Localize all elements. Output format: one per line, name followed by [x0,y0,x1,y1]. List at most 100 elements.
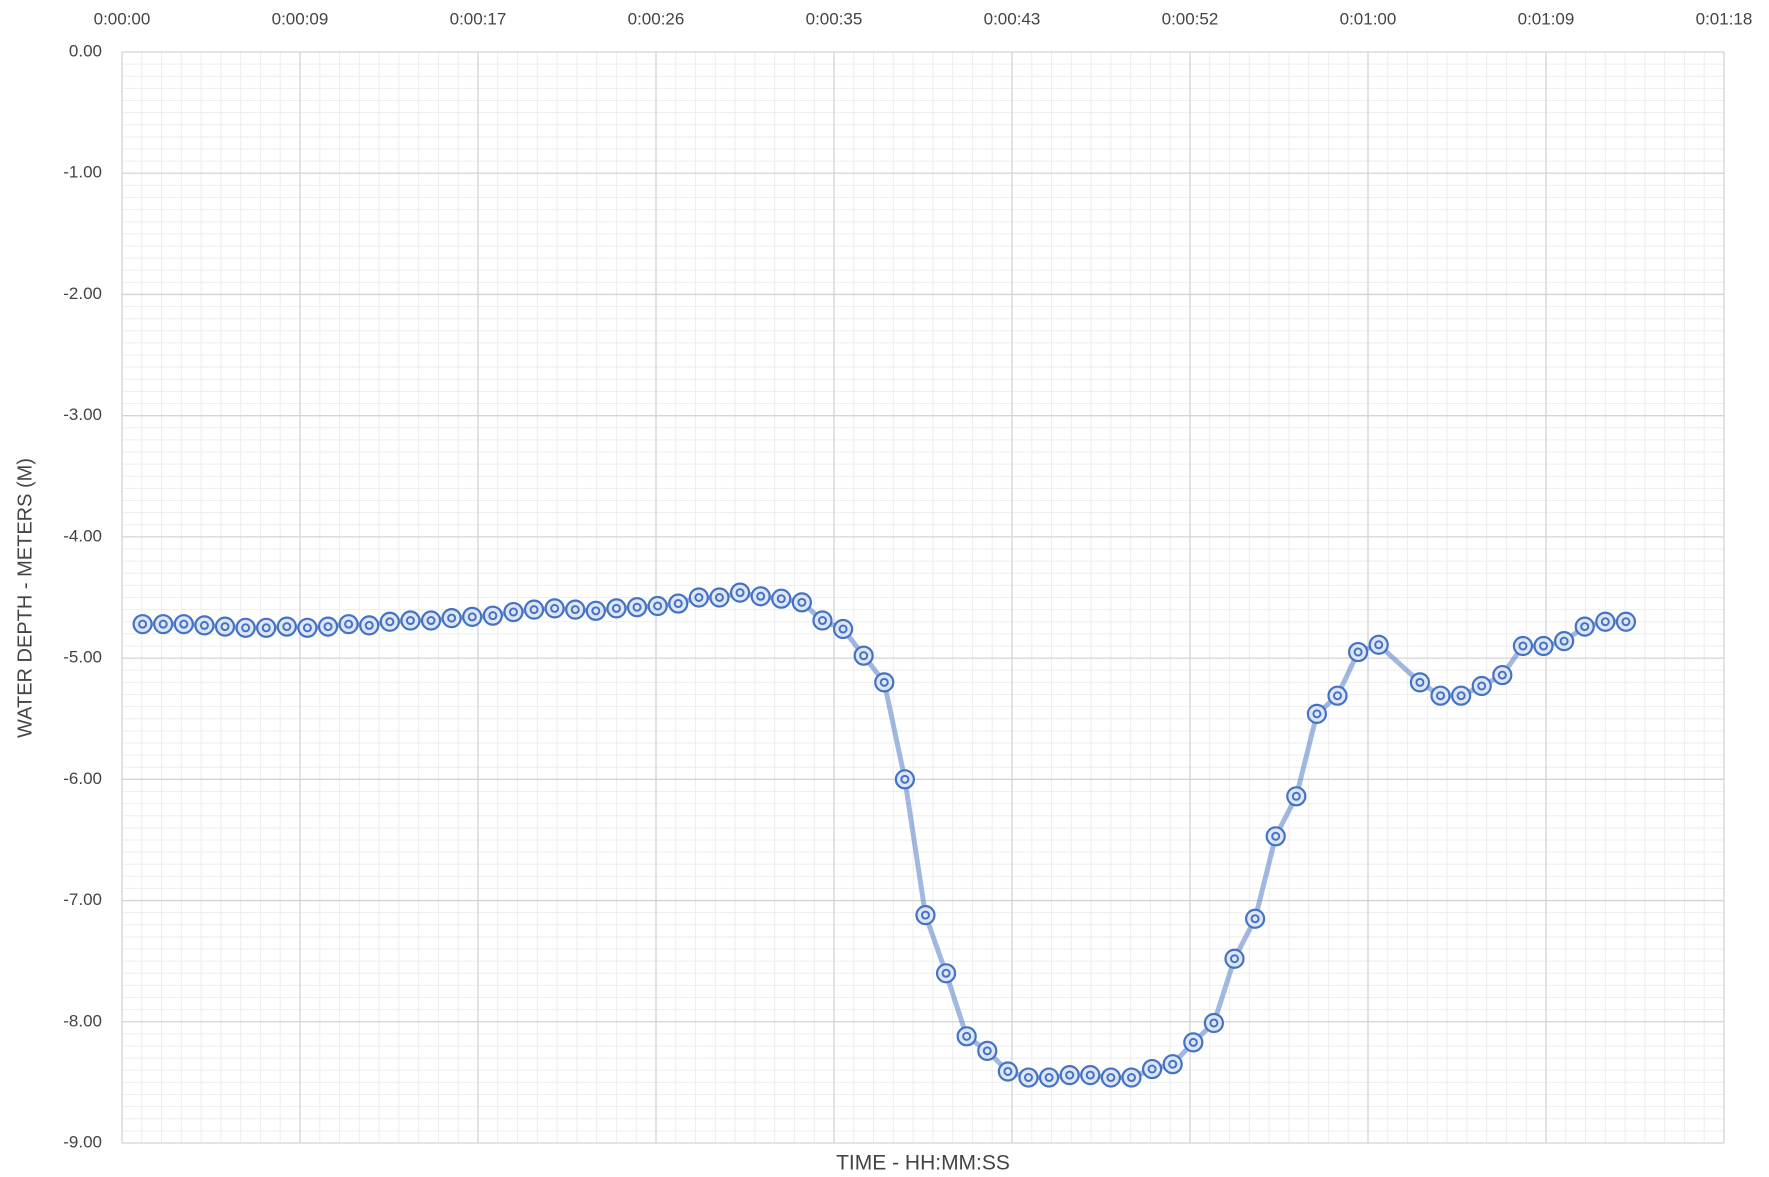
point-marker [832,618,854,640]
point-marker [1100,1067,1121,1088]
point-marker [297,617,318,638]
point-marker-inner [467,612,477,622]
point-marker [1368,634,1389,655]
point-marker [1615,611,1637,632]
point-marker-inner [632,602,642,612]
point-marker [1306,703,1328,724]
point-marker-inner [694,593,704,602]
point-marker [482,605,503,626]
point-marker-inner [859,651,869,661]
point-marker-inner [385,617,395,627]
point-marker [1471,675,1492,697]
x-tick-label: 0:01:18 [1696,9,1753,28]
point-marker-inner [1580,622,1590,632]
x-tick-label: 0:00:35 [806,9,863,28]
y-tick-label: -2.00 [63,284,102,303]
point-marker [1018,1067,1039,1088]
y-tick-label: -4.00 [63,526,102,545]
point-marker-inner [1621,617,1631,627]
point-marker-inner [756,591,766,601]
point-marker-inner [179,619,189,629]
point-marker-inner [1312,709,1322,719]
y-tick-label: -5.00 [63,648,102,667]
point-marker [338,614,359,635]
point-marker [1265,826,1286,847]
point-marker [1533,635,1554,657]
point-marker-inner [302,623,312,633]
point-marker-inner [817,616,827,626]
point-marker-inner [241,623,251,633]
point-marker [1141,1058,1163,1080]
point-marker [647,595,668,617]
point-marker-inner [364,620,374,630]
point-marker-inner [797,597,807,607]
point-marker-inner [1044,1073,1054,1083]
point-marker [544,598,565,619]
point-marker [565,599,586,620]
point-marker [1245,908,1266,929]
point-marker-inner [900,774,910,784]
point-marker [1512,635,1534,657]
point-marker [812,610,833,631]
point-marker-inner [158,619,168,629]
point-marker [462,606,483,627]
point-marker [503,601,524,623]
x-tick-label: 0:00:00 [94,9,151,28]
point-marker [750,586,771,607]
point-marker-inner [920,910,930,920]
point-marker [1348,641,1369,663]
point-marker-inner [1600,617,1610,627]
point-marker [173,614,194,635]
y-tick-label: -3.00 [63,405,102,424]
point-marker-inner [1559,636,1569,646]
point-marker [668,593,689,614]
point-marker [194,615,215,636]
point-marker-inner [1209,1018,1219,1028]
y-tick-label: 0.00 [69,41,102,60]
point-marker [874,672,895,693]
point-marker-inner [426,616,436,626]
point-marker [1203,1012,1224,1034]
point-marker-inner [1353,647,1363,657]
point-marker-inner [1085,1070,1095,1080]
point-marker-inner [611,603,621,613]
point-marker-inner [1023,1073,1033,1083]
point-marker-inner [1291,791,1301,801]
point-marker-inner [673,599,683,609]
point-marker-inner [1003,1066,1013,1076]
point-marker-inner [405,616,415,626]
point-marker-inner [1168,1059,1178,1069]
point-marker [132,614,153,635]
point-marker [1183,1032,1204,1053]
point-marker [441,608,462,629]
point-marker [894,769,915,790]
point-marker [1059,1065,1080,1086]
point-marker [997,1061,1018,1082]
point-marker [1038,1067,1060,1088]
point-marker-inner [323,622,333,632]
y-tick-label: -7.00 [63,890,102,909]
point-marker-inner [982,1046,992,1056]
point-marker-inner [1271,831,1281,841]
point-marker [606,598,627,619]
point-marker [1080,1065,1101,1086]
point-marker-inner [1436,691,1446,701]
point-marker-inner [1374,640,1384,650]
x-tick-label: 0:00:52 [1162,9,1219,28]
point-marker [915,905,936,926]
point-marker-inner [1250,914,1260,924]
x-tick-label: 0:01:09 [1518,9,1575,28]
x-tick-label: 0:00:09 [272,9,329,28]
point-marker [1327,685,1348,706]
point-marker [1286,786,1307,807]
point-marker-inner [1188,1037,1198,1047]
point-marker-inner [508,607,518,617]
point-marker-inner [138,619,148,629]
point-marker [359,615,380,636]
point-marker [1224,948,1245,969]
point-marker [1492,664,1513,686]
y-axis-title: WATER DEPTH - METERS (M) [14,458,36,738]
point-marker-inner [529,605,539,615]
point-marker-inner [1415,677,1425,687]
